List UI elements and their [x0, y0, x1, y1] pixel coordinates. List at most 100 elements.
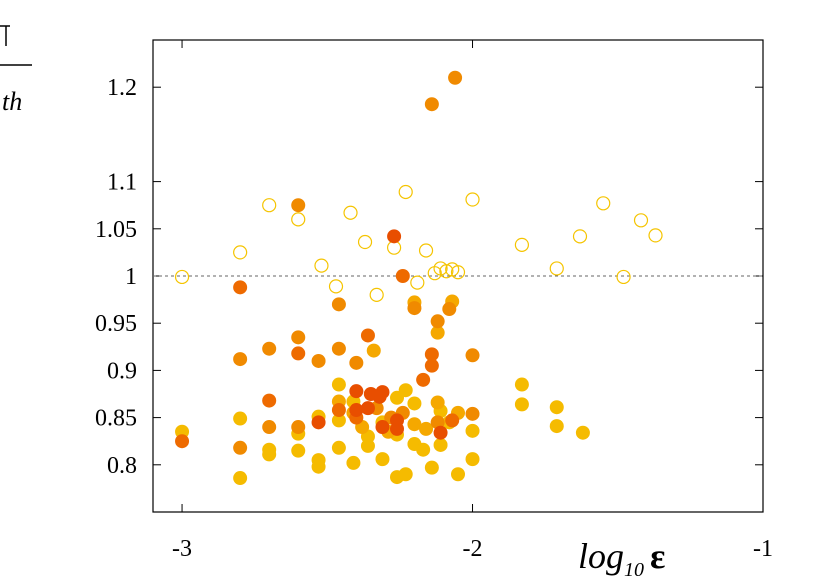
data-point-yellow	[407, 396, 422, 411]
data-point-orange	[233, 352, 248, 367]
data-point-yellow	[331, 377, 346, 392]
data-point-yellow	[451, 467, 465, 482]
data-point-open	[572, 229, 588, 244]
data-point-orange	[233, 440, 248, 455]
data-point-open	[291, 212, 306, 227]
data-point-yellow	[433, 437, 448, 452]
data-point-yellow	[233, 411, 248, 426]
data-point-yellow	[398, 383, 413, 398]
data-point-open	[633, 213, 649, 228]
data-point-orange	[430, 314, 445, 329]
data-point-deep-orange	[416, 372, 431, 387]
data-point-deep-orange	[360, 328, 375, 343]
data-point-open	[410, 275, 425, 290]
data-point-open	[616, 269, 631, 285]
data-point-amber	[419, 421, 434, 436]
data-point-yellow	[416, 442, 431, 457]
data-point-orange	[311, 353, 326, 368]
data-point-yellow	[291, 443, 306, 458]
y-tick-label: 0.8	[107, 453, 137, 479]
data-point-yellow	[262, 447, 277, 462]
data-point-orange	[291, 330, 306, 345]
data-point-orange	[424, 97, 439, 112]
x-tick-label: -3	[172, 536, 192, 562]
x-tick-label: -2	[463, 536, 483, 562]
data-point-yellow	[465, 423, 480, 438]
data-point-open	[514, 237, 530, 252]
x-axis-title: log10 ε	[578, 536, 665, 576]
data-point-deep-orange	[291, 346, 306, 361]
data-point-amber	[407, 417, 422, 432]
data-point-red-orange	[349, 384, 364, 399]
data-point-open	[418, 243, 434, 258]
data-point-amber	[366, 343, 381, 358]
data-point-orange	[442, 302, 457, 317]
data-point-red-orange	[311, 415, 326, 430]
data-point-orange	[291, 198, 306, 213]
data-point-yellow	[311, 459, 326, 474]
y-tick-label: 0.95	[95, 311, 137, 337]
data-point-open	[328, 279, 344, 294]
data-point-deep-orange	[424, 347, 439, 362]
x-tick-label: -1	[753, 536, 773, 562]
y-axis-label-fragment: th	[2, 87, 22, 116]
data-point-orange	[331, 297, 346, 312]
data-point-open	[233, 245, 248, 260]
data-point-open	[427, 266, 442, 281]
data-point-deep-orange	[233, 280, 248, 295]
data-point-orange	[262, 420, 277, 435]
data-point-yellow	[398, 467, 413, 482]
data-point-yellow	[549, 400, 564, 415]
data-point-orange	[407, 301, 422, 316]
data-point-deep-orange	[395, 269, 410, 283]
data-point-open	[369, 287, 384, 302]
data-point-open	[174, 269, 190, 285]
y-tick-label: 0.85	[95, 406, 137, 432]
data-point-deep-orange	[262, 393, 277, 408]
data-point-yellow	[424, 460, 439, 475]
data-point-open	[262, 198, 277, 213]
data-point-orange	[349, 355, 364, 370]
data-point-yellow	[514, 377, 529, 392]
data-point-open	[596, 196, 611, 211]
data-point-open	[450, 265, 466, 280]
data-point-yellow	[331, 413, 346, 428]
data-point-red-orange	[387, 229, 402, 244]
data-point-open	[549, 261, 564, 276]
y-tick-label: 1	[125, 264, 137, 290]
data-point-red-orange	[372, 389, 387, 404]
data-point-open	[439, 264, 454, 279]
data-point-open	[343, 205, 358, 220]
data-point-orange	[291, 420, 306, 435]
data-point-deep-orange	[175, 434, 190, 449]
data-point-yellow	[514, 397, 529, 412]
data-point-yellow	[346, 455, 361, 470]
data-point-open	[314, 258, 329, 273]
data-point-orange	[465, 348, 480, 363]
data-point-red-orange	[390, 421, 404, 436]
data-point-open	[357, 234, 373, 250]
data-point-yellow	[375, 452, 390, 467]
data-point-yellow	[575, 425, 590, 440]
data-point-open	[398, 184, 413, 200]
y-tick-label: 0.9	[107, 358, 137, 384]
data-point-amber	[430, 325, 445, 340]
data-point-open	[648, 228, 663, 243]
data-point-yellow	[465, 452, 480, 467]
y-tick-label: 1.1	[107, 170, 137, 196]
data-point-deep-orange	[445, 413, 460, 428]
data-point-yellow	[233, 471, 248, 486]
data-point-yellow	[360, 438, 375, 453]
data-point-orange	[465, 406, 480, 421]
y-tick-label: 1.05	[95, 217, 137, 243]
data-point-orange	[448, 70, 463, 85]
data-point-red-orange	[349, 403, 364, 418]
y-tick-label: 1.2	[107, 75, 137, 101]
data-point-yellow	[331, 440, 346, 455]
data-point-open	[465, 192, 480, 207]
data-point-deep-orange	[331, 403, 346, 418]
data-point-red-orange	[433, 425, 448, 440]
data-point-amber	[430, 395, 445, 410]
y-label-cropped-glyph	[0, 25, 10, 46]
